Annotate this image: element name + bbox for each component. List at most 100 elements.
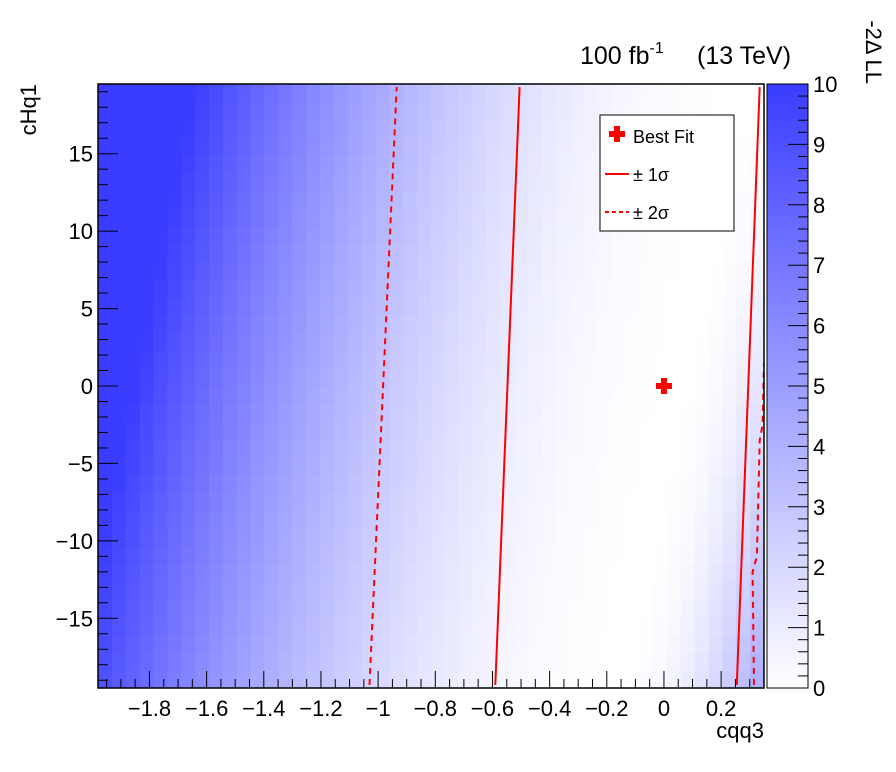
heatmap-cell [653,350,668,369]
heatmap-cell [639,563,654,583]
heatmap-cell [569,368,585,387]
heatmap-cell [264,386,279,405]
heatmap-cell [306,84,321,103]
heatmap-cell [361,439,377,458]
heatmap-cell [403,670,418,688]
heatmap-cell [375,599,390,618]
heatmap-cell [209,297,224,316]
heatmap-cell [195,332,210,352]
heatmap-cell [361,297,377,316]
heatmap-cell [236,386,252,405]
heatmap-cell [361,314,377,334]
heatmap-cell [320,190,335,209]
heatmap-cell [139,492,155,511]
heatmap-cell [611,243,626,263]
heatmap-cell [250,137,266,156]
heatmap-cell [458,261,474,281]
heatmap-cell [500,279,515,298]
heatmap-cell [625,314,640,334]
heatmap-cell [569,421,585,440]
x-tick-label: −1.8 [128,696,171,721]
heatmap-cell [195,386,210,405]
heatmap-cell [444,172,460,192]
heatmap-cell [306,101,321,121]
heatmap-cell [750,190,764,209]
heatmap-cell [750,84,764,103]
heatmap-cell [694,510,710,529]
heatmap-cell [195,670,210,688]
heatmap-cell [569,474,585,494]
heatmap-cell [236,652,252,671]
heatmap-cell [625,403,640,423]
heatmap-cell [333,208,349,227]
heatmap-cell [167,492,182,511]
heatmap-cell [708,421,723,440]
heatmap-cell [555,84,571,103]
heatmap-cell [653,279,668,298]
heatmap-cell [694,403,710,423]
heatmap-cell [458,314,474,334]
heatmap-cell [458,368,474,387]
heatmap-cell [694,297,710,316]
heatmap-cell [278,101,293,121]
heatmap-cell [444,386,460,405]
heatmap-cell [347,439,363,458]
heatmap-cell [195,581,210,600]
heatmap-cell [222,634,238,654]
heatmap-cell [320,297,335,316]
heatmap-cell [389,297,404,316]
heatmap-cell [403,190,418,209]
heatmap-cell [542,492,557,511]
heatmap-cell [431,492,446,511]
heatmap-cell [472,119,488,138]
heatmap-cell [736,119,751,138]
heatmap-cell [278,350,293,369]
heatmap-cell [514,421,529,440]
heatmap-cell [403,101,418,121]
legend: Best Fit ± 1σ ± 2σ [599,114,735,232]
heatmap-cell [167,581,182,600]
heatmap-cell [486,350,501,369]
heatmap-cell [528,528,543,547]
heatmap-cell [153,84,168,103]
heatmap-cell [292,670,307,688]
heatmap-cell [125,492,141,511]
heatmap-cell [417,421,432,440]
heatmap-cell [653,510,668,529]
heatmap-cell [389,386,404,405]
heatmap-cell [458,403,474,423]
heatmap-cell [458,439,474,458]
heatmap-cell [583,172,599,192]
heatmap-cell [514,226,529,245]
heatmap-cell [209,474,224,494]
heatmap-cell [625,652,640,671]
heatmap-cell [458,84,474,103]
heatmap-cell [458,226,474,245]
heatmap-cell [139,155,155,174]
heatmap-cell [694,492,710,511]
heatmap-cell [153,563,168,583]
heatmap-cell [236,670,252,688]
heatmap-cell [375,510,390,529]
heatmap-cell [153,368,168,387]
heatmap-cell [736,297,751,316]
heatmap-cell [569,172,585,192]
heatmap-cell [417,581,432,600]
heatmap-cell [583,492,599,511]
heatmap-cell [375,314,390,334]
heatmap-cell [167,84,182,103]
heatmap-cell [708,243,723,263]
heatmap-cell [209,350,224,369]
heatmap-cell [500,492,515,511]
heatmap-cell [264,510,279,529]
heatmap-cell [750,101,764,121]
heatmap-cell [680,84,696,103]
heatmap-cell [750,492,764,511]
heatmap-cell [209,137,224,156]
heatmap-cell [569,599,585,618]
heatmap-cell [750,297,764,316]
heatmap-cell [555,528,571,547]
heatmap-cell [153,101,168,121]
heatmap-cell [722,243,737,263]
heatmap-cell [111,350,127,369]
